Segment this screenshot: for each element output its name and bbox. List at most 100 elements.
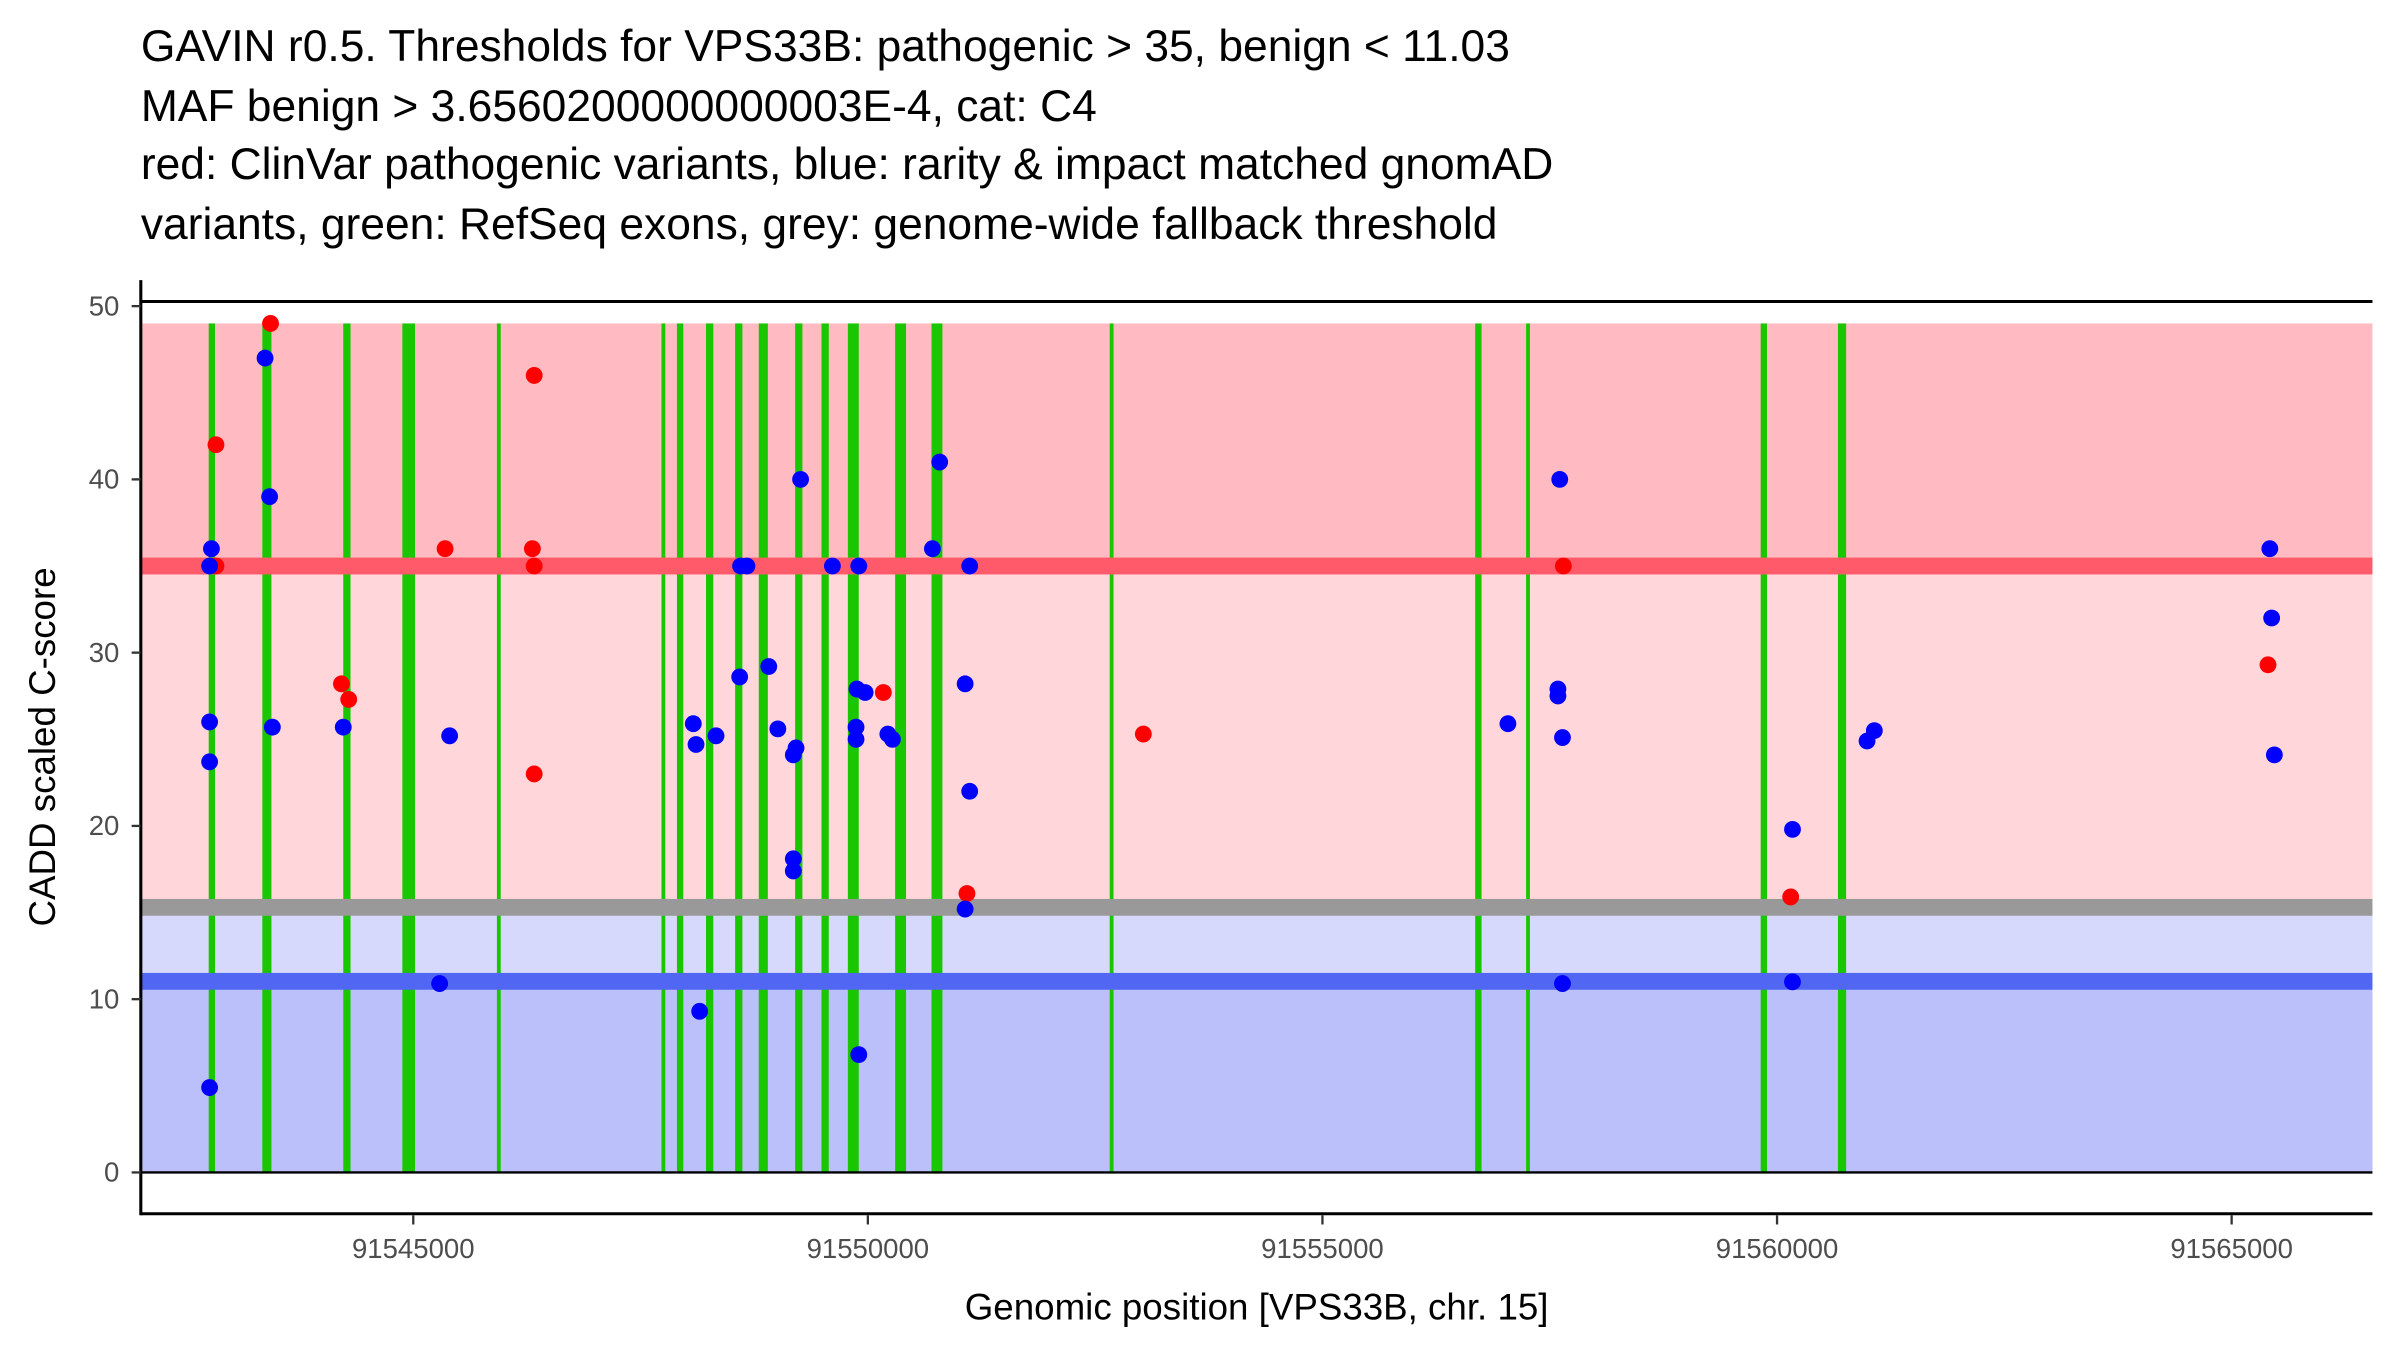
gnomad-point: [931, 453, 949, 471]
exon-line: [706, 323, 714, 1173]
gnomad-point: [792, 470, 809, 488]
gnomad-point: [956, 675, 974, 693]
exon-line: [847, 323, 859, 1173]
clinvar-point: [523, 540, 541, 558]
gnomad-point: [1554, 729, 1571, 746]
pathogenic-threshold-line: [140, 557, 2373, 575]
gnomad-point: [847, 718, 865, 736]
exon-lines: [208, 323, 1847, 1173]
pathogenic-region-band: [140, 323, 2373, 567]
gnomad-point: [263, 718, 281, 736]
gnomad-point: [256, 349, 274, 367]
y-axis-ticks: 0 10 20 30 40 50: [89, 290, 141, 1188]
benign-threshold-line: [140, 972, 2373, 990]
exon-line: [895, 323, 907, 1173]
gnomad-point: [961, 557, 979, 575]
title-line-2: MAF benign > 3.6560200000000003E-4, cat:…: [141, 82, 1097, 131]
y-tick-label: 0: [104, 1157, 119, 1188]
threshold-lines: [140, 557, 2373, 990]
exon-line: [343, 323, 351, 1173]
gnomad-point: [441, 727, 459, 745]
y-tick-label: 20: [89, 810, 120, 841]
gnomad-point: [691, 1002, 709, 1020]
gnomad-point: [784, 850, 802, 868]
clinvar-point: [525, 765, 543, 783]
gnomad-point: [1551, 470, 1569, 488]
intermediate-region-band: [140, 566, 2373, 908]
clinvar-point: [874, 684, 892, 701]
title-line-1: GAVIN r0.5. Thresholds for VPS33B: patho…: [141, 22, 1510, 71]
gnomad-point: [1865, 722, 1883, 740]
clinvar-point: [333, 675, 350, 693]
variant-points: [201, 315, 2283, 1096]
gnomad-point: [956, 900, 974, 918]
clinvar-point: [525, 367, 543, 384]
chart-title: GAVIN r0.5. Thresholds for VPS33B: patho…: [141, 22, 1553, 249]
exon-line: [1526, 323, 1530, 1173]
gnomad-point: [431, 975, 449, 993]
exon-line: [402, 323, 416, 1173]
x-axis-title: Genomic position [VPS33B, chr. 15]: [965, 1286, 1549, 1327]
gnomad-point: [1499, 715, 1517, 733]
exon-line: [1760, 323, 1768, 1173]
clinvar-point: [1554, 557, 1572, 575]
gnomad-point: [1784, 973, 1801, 991]
gnomad-point: [738, 557, 756, 575]
gnomad-point: [2261, 540, 2279, 558]
clinvar-point: [207, 436, 225, 454]
gnomad-point: [1784, 820, 1801, 838]
clinvar-point: [958, 885, 976, 902]
gnomad-point: [201, 557, 219, 575]
gnomad-point: [201, 1079, 219, 1096]
gnomad-point: [1549, 687, 1567, 705]
gnomad-point: [961, 782, 979, 800]
y-tick-label: 30: [89, 637, 120, 668]
gnomad-point: [847, 730, 865, 748]
exon-line: [208, 323, 216, 1173]
gnomad-point: [784, 862, 802, 880]
clinvar-point: [525, 557, 543, 575]
exon-line: [262, 323, 272, 1173]
gnomad-point: [334, 718, 352, 736]
gnomad-point: [769, 720, 787, 738]
exon-line: [676, 323, 684, 1173]
gnomad-point: [684, 715, 702, 733]
exon-line: [496, 323, 501, 1173]
exon-line: [1109, 323, 1114, 1173]
gnomad-point: [203, 540, 220, 558]
gnomad-point: [731, 668, 749, 686]
fallback-benign-region-band: [140, 907, 2373, 982]
gnomad-point: [787, 739, 805, 757]
gnomad-point: [850, 557, 868, 575]
exon-line: [735, 323, 743, 1173]
gnomad-point: [760, 658, 778, 675]
clinvar-point: [436, 540, 454, 558]
exon-line: [821, 323, 829, 1173]
gnomad-point: [1554, 975, 1571, 993]
clinvar-point: [1134, 725, 1152, 743]
gnomad-point: [923, 540, 941, 558]
gnomad-point: [850, 1046, 868, 1064]
gnomad-point: [707, 727, 725, 745]
y-tick-label: 40: [89, 464, 120, 495]
x-axis-ticks: 91545000 91550000 91555000 91560000 91565000: [352, 1215, 2293, 1264]
y-axis-title: CADD scaled C-score: [22, 567, 63, 926]
gnomad-point: [2265, 746, 2283, 764]
gnomad-point: [2263, 609, 2281, 627]
gnomad-point: [883, 730, 901, 748]
gnomad-point: [687, 736, 705, 753]
exon-line: [1837, 323, 1847, 1173]
x-tick-label: 91545000: [352, 1233, 475, 1264]
clinvar-point: [2259, 656, 2277, 674]
y-tick-label: 10: [89, 983, 120, 1014]
gnomad-point: [261, 488, 279, 506]
gnomad-point: [201, 713, 219, 731]
exon-line: [758, 323, 768, 1173]
x-tick-label: 91565000: [2170, 1233, 2293, 1264]
benign-region-band: [140, 981, 2373, 1173]
genome-wide-fallback-threshold-line: [140, 898, 2373, 916]
exon-line: [1475, 323, 1482, 1173]
threshold-bands: [140, 323, 2373, 1173]
gnomad-point: [201, 753, 219, 771]
